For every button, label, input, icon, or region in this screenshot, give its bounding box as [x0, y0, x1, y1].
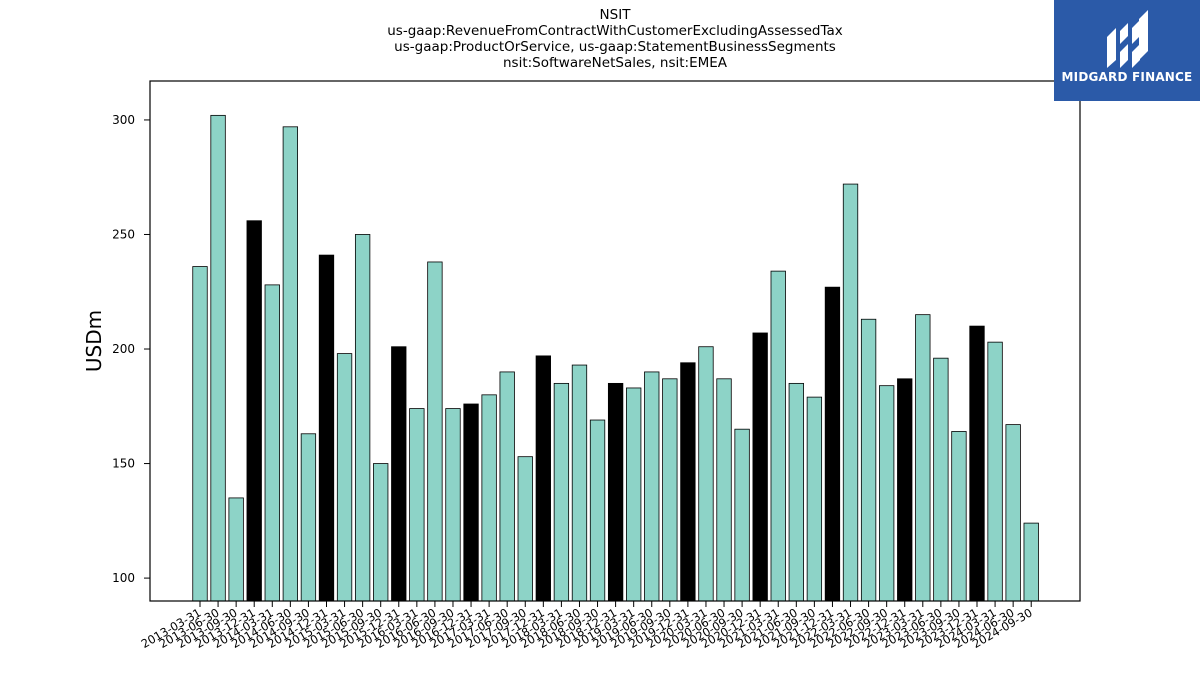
bar: [969, 325, 985, 602]
bar: [553, 382, 570, 602]
chart-title-line-2: us-gaap:RevenueFromContractWithCustomerE…: [387, 23, 843, 39]
bar: [1005, 424, 1021, 602]
bar: [409, 408, 425, 602]
y-tick-label: 150: [112, 457, 135, 471]
bar: [897, 378, 913, 602]
bar: [951, 431, 967, 602]
bar: [716, 378, 732, 602]
bar: [788, 382, 804, 602]
chart-title-line-3: us-gaap:ProductOrService, us-gaap:Statem…: [394, 39, 836, 55]
bar: [300, 433, 317, 602]
bar: [626, 387, 642, 602]
bar: [463, 403, 479, 602]
bar: [607, 382, 624, 602]
bar: [662, 378, 678, 602]
bar: [752, 332, 768, 602]
bar: [680, 362, 696, 602]
chart-title-line-4: nsit:SoftwareNetSales, nsit:EMEA: [502, 55, 728, 71]
plot-frame: [149, 80, 1081, 602]
bar: [517, 456, 533, 602]
bar: [210, 114, 226, 602]
bar: [1023, 522, 1039, 602]
y-axis-label: USDm: [82, 310, 106, 372]
bar: [391, 346, 407, 602]
logo-text: MIDGARD FINANCE: [1061, 70, 1193, 84]
y-tick-label: 200: [112, 342, 135, 356]
bar: [770, 270, 786, 602]
chart-title-line-1: NSIT: [599, 7, 631, 23]
bar: [987, 341, 1003, 602]
bar: [879, 385, 895, 602]
bar: [336, 353, 353, 602]
bar: [354, 234, 371, 602]
bar: [915, 314, 931, 602]
bar: [734, 428, 750, 602]
bar: [499, 371, 515, 602]
bar: [698, 346, 714, 602]
bar: [246, 220, 262, 602]
bar: [192, 266, 208, 602]
bar: [535, 355, 551, 602]
bar: [282, 126, 299, 602]
bar: [842, 183, 859, 602]
bar: [860, 318, 877, 602]
bar: [824, 286, 841, 602]
logo: MIDGARD FINANCE: [1054, 0, 1200, 101]
logo-mark-icon: [1107, 10, 1148, 68]
bar: [571, 364, 588, 602]
bar: [264, 284, 280, 602]
bar: [228, 497, 244, 602]
bar: [644, 371, 660, 602]
bar: [933, 357, 949, 602]
y-tick-label: 100: [112, 571, 135, 585]
bar: [481, 394, 497, 602]
bar: [589, 419, 606, 602]
bar: [427, 261, 443, 602]
y-tick-label: 250: [112, 227, 135, 241]
bar: [318, 254, 335, 602]
y-tick-label: 300: [112, 113, 135, 127]
bar: [445, 408, 461, 602]
bar: [373, 463, 389, 602]
bar: [806, 396, 823, 602]
